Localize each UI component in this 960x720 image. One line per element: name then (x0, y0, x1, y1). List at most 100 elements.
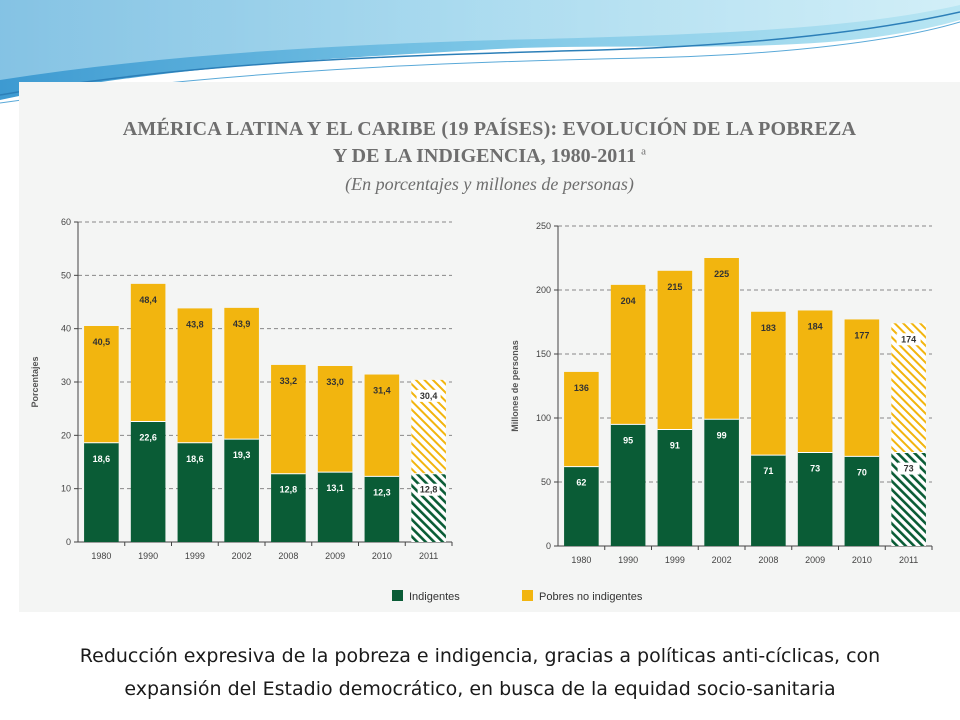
x-tick-label: 1999 (185, 551, 205, 561)
x-tick-label: 1980 (91, 551, 111, 561)
chart-title-line2: Y DE LA INDIGENCIA, 1980-2011 a (332, 145, 647, 167)
legend-swatch-indigentes (392, 590, 403, 601)
chart-percentages: 0 10 20 30 40 50 60 Porcentajes 18,6 40,5 1980 22,6… (30, 217, 453, 561)
legend-swatch-pobres (522, 590, 533, 601)
data-label-pobres: 43,9 (233, 319, 251, 329)
bar-indigentes (177, 442, 213, 542)
bar-pobres-no-indigentes (564, 371, 599, 467)
bar-pobres-no-indigentes (844, 319, 880, 457)
x-tick-label: 1990 (138, 551, 158, 561)
x-tick-label: 1990 (618, 555, 638, 565)
data-label-pobres: 43,8 (186, 319, 204, 329)
data-label-pobres: 177 (854, 330, 869, 340)
bar-indigentes (317, 472, 353, 542)
y-tick-label: 200 (536, 285, 551, 295)
bar-indigentes (657, 429, 693, 546)
bar-indigentes (751, 455, 786, 546)
bar-pobres-no-indigentes (317, 366, 353, 473)
x-tick-label: 1999 (665, 555, 685, 565)
y-tick-label: 250 (536, 221, 551, 231)
data-label-pobres: 204 (621, 296, 636, 306)
bar-pobres-no-indigentes (610, 284, 646, 425)
data-label-indigentes: 19,3 (233, 450, 251, 460)
bar-pobres-no-indigentes (657, 270, 693, 430)
data-label-indigentes: 70 (857, 467, 867, 477)
bar-indigentes (364, 476, 400, 542)
bar-indigentes (704, 419, 739, 546)
legend-item-indigentes: Indigentes (392, 590, 460, 603)
bar-pobres-no-indigentes (364, 374, 400, 477)
x-tick-label: 2010 (852, 555, 872, 565)
caption-line-2: expansión del Estadio democrático, en bu… (124, 678, 836, 700)
title-footnote-mark: a (641, 145, 647, 158)
y-tick-label: 50 (61, 270, 71, 280)
y-tick-label: 20 (61, 430, 71, 440)
data-label-pobres: 136 (574, 383, 589, 393)
legend-label-indigentes: Indigentes (409, 591, 460, 603)
data-label-indigentes: 71 (763, 466, 773, 476)
bar-indigentes (797, 452, 833, 546)
y-tick-label: 100 (536, 413, 551, 423)
bar-pobres-no-indigentes (224, 307, 259, 440)
data-label-indigentes: 18,6 (186, 454, 204, 464)
legend-item-pobres: Pobres no indigentes (522, 590, 642, 603)
bar-pobres-no-indigentes (751, 311, 786, 456)
bar-pobres-no-indigentes (84, 326, 119, 443)
data-label-indigentes: 99 (717, 430, 727, 440)
bar-pobres-no-indigentes (130, 283, 166, 422)
x-tick-label: 2009 (325, 551, 345, 561)
decorative-wave-banner (0, 0, 960, 104)
y-tick-label: 0 (546, 541, 551, 551)
data-label-pobres: 33,2 (280, 376, 298, 386)
y-tick-label: 40 (61, 324, 71, 334)
x-tick-label: 2010 (372, 551, 392, 561)
x-tick-label: 2002 (232, 551, 252, 561)
data-label-pobres: 48,4 (139, 295, 157, 305)
data-label-pobres: 33,0 (326, 377, 344, 387)
chart-subtitle: (En porcentajes y millones de personas) (345, 174, 634, 194)
bar-indigentes (610, 424, 646, 546)
data-label-indigentes: 12,8 (280, 485, 298, 495)
x-tick-label: 2008 (278, 551, 298, 561)
y-tick-label: 50 (541, 477, 551, 487)
data-label-indigentes: 12,3 (373, 487, 391, 497)
slide-caption: Reducción expresiva de la pobreza e indi… (0, 640, 960, 706)
data-label-indigentes: 12,8 (420, 485, 438, 495)
x-tick-label: 2002 (712, 555, 732, 565)
x-tick-label: 2009 (805, 555, 825, 565)
data-label-indigentes: 73 (904, 464, 914, 474)
bar-pobres-no-indigentes (704, 258, 739, 420)
data-label-pobres: 40,5 (93, 337, 111, 347)
y-axis-label: Porcentajes (30, 356, 40, 407)
x-tick-label: 2008 (758, 555, 778, 565)
y-tick-label: 60 (61, 217, 71, 227)
data-label-backdrop (896, 333, 921, 346)
bar-pobres-no-indigentes (177, 308, 213, 443)
data-label-pobres: 174 (901, 334, 916, 344)
chart-title: AMÉRICA LATINA Y EL CARIBE (19 PAÍSES): … (122, 118, 857, 140)
data-label-pobres: 183 (761, 323, 776, 333)
bar-pobres-no-indigentes (797, 310, 833, 453)
x-tick-label: 2011 (419, 551, 438, 561)
y-tick-label: 30 (61, 377, 71, 387)
legend-label-pobres: Pobres no indigentes (539, 591, 643, 603)
data-label-indigentes: 18,6 (93, 454, 111, 464)
data-label-indigentes: 91 (670, 441, 680, 451)
x-tick-label: 1980 (571, 555, 591, 565)
data-label-pobres: 30,4 (420, 391, 438, 401)
data-label-pobres: 184 (808, 321, 823, 331)
data-label-indigentes: 95 (623, 435, 633, 445)
caption-line-1: Reducción expresiva de la pobreza e indi… (79, 645, 881, 667)
data-label-backdrop (897, 462, 920, 475)
bar-indigentes (844, 456, 880, 546)
data-label-indigentes: 62 (576, 478, 586, 488)
bar-indigentes (564, 466, 599, 546)
y-tick-label: 0 (66, 537, 71, 547)
bar-indigentes (224, 439, 259, 542)
data-label-pobres: 31,4 (373, 386, 391, 396)
bar-indigentes (271, 473, 306, 542)
x-tick-label: 2011 (899, 555, 918, 565)
bar-indigentes (130, 421, 166, 542)
y-axis-label: Millones de personas (510, 340, 520, 432)
data-label-indigentes: 73 (810, 464, 820, 474)
